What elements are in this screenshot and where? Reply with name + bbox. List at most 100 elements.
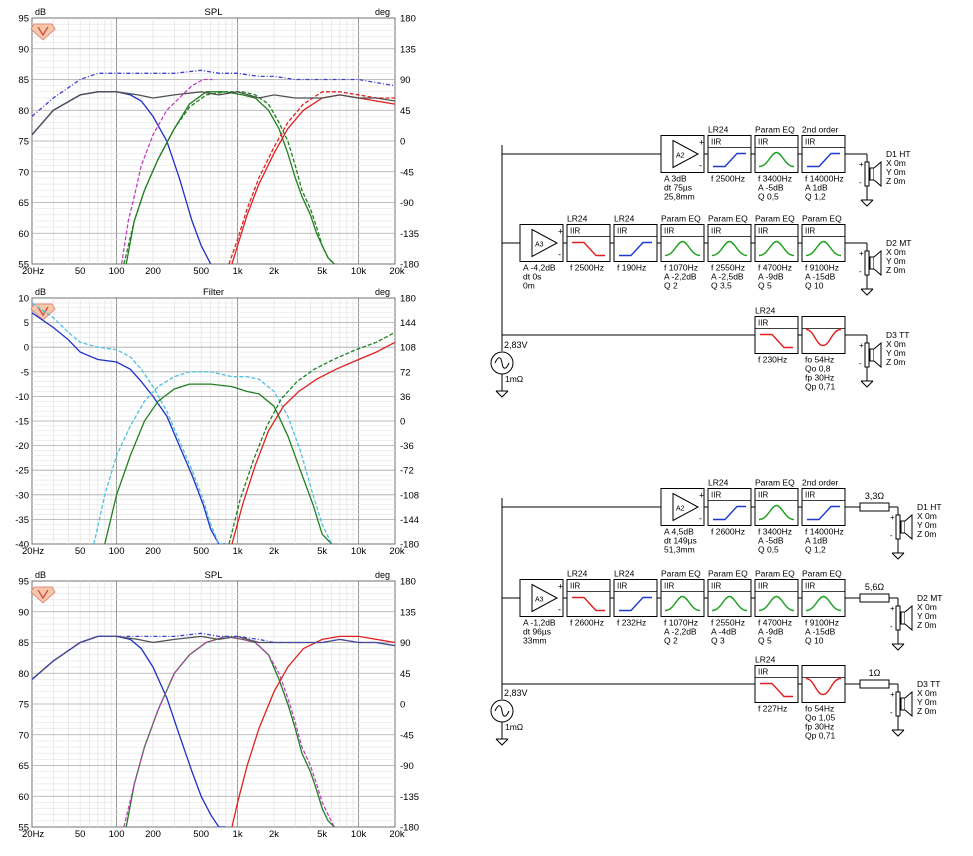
y-tick-label: -10 [15,392,29,403]
svg-text:-: - [859,267,862,276]
y2-tick-label: 144 [400,318,416,329]
block-header: LR24 [567,569,588,579]
block-param: fp 30Hz [805,373,834,383]
y2-tick-label: -90 [400,198,414,209]
speaker-driver: + - D1 HTX 0mY 0mZ 0m [890,502,942,560]
amp-label: A2 [676,153,685,160]
bell-filter-icon [802,591,845,612]
driver-position: X 0m [886,339,906,349]
y2-axis-label: deg [375,570,390,580]
block-header: Param EQ [661,214,701,224]
series-line-3 [123,635,335,827]
block-param: Qo 1,05 [805,713,836,723]
y2-tick-label: 90 [400,638,411,649]
block-param: f 2550Hz [711,263,745,273]
y2-tick-label: 180 [400,294,416,305]
block-param: f 14000Hz [805,527,844,537]
block-param: A -9dB [758,627,784,637]
series-line-7 [32,91,395,136]
x-tick-label: 10k [351,546,367,557]
svg-text:-: - [890,708,893,717]
source-impedance: 1mΩ [505,374,523,384]
y2-tick-label: 180 [400,14,416,25]
driver-position: X 0m [886,158,906,168]
block-param: Q 2 [664,281,678,291]
block-param: f 1070Hz [664,263,698,273]
y2-tick-label: -144 [400,515,419,526]
x-tick-label: 20k [389,546,405,557]
y2-tick-label: 0 [400,137,405,148]
series-line-6 [32,632,395,680]
amp-label: A3 [535,242,544,249]
block-param: f 4700Hz [758,263,792,273]
block-type-label: IIR [617,582,627,591]
block-type-label: IIR [805,227,815,236]
driver-position: Z 0m [886,357,905,367]
driver-terminal [895,691,901,717]
y-tick-label: 0 [24,343,29,354]
y2-tick-label: 72 [400,367,411,378]
lowpass-icon [755,677,798,698]
svg-text:-: - [558,250,561,260]
y2-tick-label: 0 [400,700,405,711]
block-param: f 4700Hz [758,618,792,628]
x-tick-label: 1k [233,829,243,840]
block-header: Param EQ [708,214,748,224]
y-tick-label: 5 [24,318,29,329]
amp-label: A2 [676,506,685,513]
x-tick-label: 20k [389,266,405,277]
block-param: dt 0s [523,272,541,282]
resistor-value: 3,3Ω [865,491,885,501]
driver-name: D2 MT [886,238,912,248]
block-param: f 190Hz [617,263,646,273]
block-type-label: IIR [758,138,768,147]
svg-text:+: + [699,138,704,148]
y-axis-label: dB [35,570,46,580]
svg-text:+: + [890,604,895,613]
block-param: Q 0,5 [758,545,779,555]
svg-text:+: + [890,690,895,699]
block-param: 25,8mm [664,192,695,202]
block-header: LR24 [614,214,635,224]
highpass-icon [802,500,845,521]
highpass-icon [708,147,751,168]
y-tick-label: 80 [18,669,29,680]
y2-tick-label: -90 [400,761,414,772]
y-tick-label: 55 [18,260,29,271]
y2-tick-label: -108 [400,490,419,501]
ground-icon [495,738,509,746]
block-param: Q 5 [758,281,772,291]
y-tick-label: 95 [18,14,29,25]
block-param: A -4dB [711,627,737,637]
block-param: f 232Hz [617,618,646,628]
x-tick-label: 50 [75,829,86,840]
block-param: A 4,5dB [664,527,694,537]
svg-text:-: - [558,605,561,615]
block-param: A 3dB [664,174,687,184]
x-tick-label: 200 [145,546,161,557]
ground-icon [860,380,874,388]
plot-panel-2: 1050-5-10-15-20-25-30-35-401801441087236… [15,287,419,557]
dsp-block-hp: LR24 IIR f 232Hz [610,569,658,628]
block-param: dt 96µs [523,627,551,637]
driver-position: Z 0m [917,529,936,539]
bell-filter-icon [802,236,845,257]
speaker-driver: + - D1 HTX 0mY 0mZ 0m [859,149,911,207]
svg-text:+: + [859,249,864,258]
block-header: Param EQ [708,569,748,579]
svg-text:-: - [699,161,702,171]
highpass-icon [802,147,845,168]
block-type-label: IIR [711,582,721,591]
block-param: f 2500Hz [711,174,745,184]
series-line-3 [104,383,333,544]
x-tick-label: 2k [269,829,279,840]
x-tick-label: 100 [109,266,125,277]
block-param: fo 54Hz [805,704,834,714]
y-tick-label: 95 [18,577,29,588]
